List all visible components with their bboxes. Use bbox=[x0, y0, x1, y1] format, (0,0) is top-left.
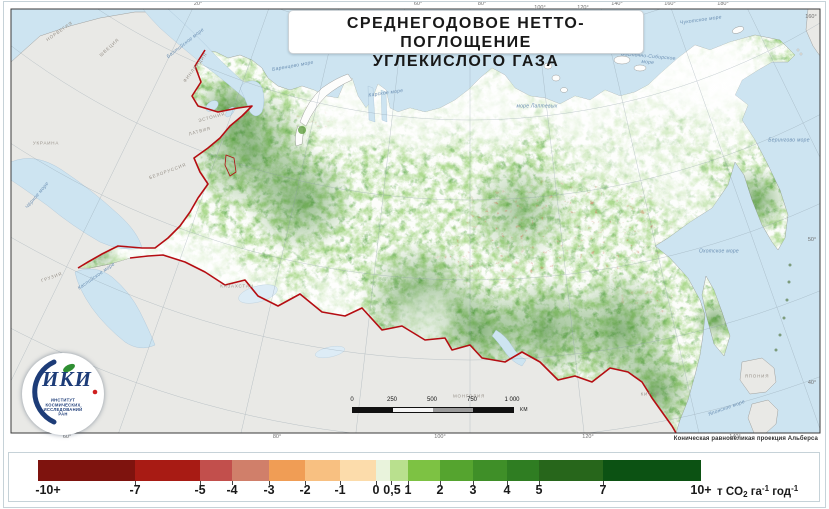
scale-bar-segment bbox=[393, 408, 433, 412]
legend-tick-label: 7 bbox=[599, 483, 607, 497]
logo-org-line: РАН bbox=[58, 412, 68, 417]
legend-color-segment bbox=[376, 460, 390, 481]
scale-bar-number: 0 bbox=[350, 397, 354, 403]
legend-color-segment bbox=[507, 460, 539, 481]
scale-bar: 0 250 500 750 1 000 КМ bbox=[350, 397, 540, 419]
logo-org-line: КОСМИЧЕСКИХ bbox=[45, 402, 81, 408]
legend-color-segment bbox=[305, 460, 340, 481]
leaf-stem-icon bbox=[63, 365, 75, 373]
legend-tick-label: 0 bbox=[372, 483, 380, 497]
legend-unit-part: -1 bbox=[791, 484, 799, 493]
legend-color-segment bbox=[440, 460, 473, 481]
legend-tick-label: 3 bbox=[469, 483, 477, 497]
legend-tick bbox=[539, 481, 540, 485]
leaf-icon bbox=[63, 363, 75, 373]
legend-color-segment bbox=[408, 460, 440, 481]
scale-bar-segment bbox=[433, 408, 473, 412]
map-title: СРЕДНЕГОДОВОЕ НЕТТО-ПОГЛОЩЕНИЕ УГЛЕКИСЛО… bbox=[288, 10, 644, 70]
logo-org-name: ИНСТИТУТ КОСМИЧЕСКИХ ИССЛЕДОВАНИЙ РАН bbox=[42, 398, 85, 417]
legend-color-segment bbox=[200, 460, 232, 481]
projection-note: Коническая равновеликая проекция Альберс… bbox=[673, 436, 818, 442]
legend-unit-part: га bbox=[747, 486, 762, 498]
legend-tick bbox=[507, 481, 508, 485]
legend-color-segment bbox=[473, 460, 507, 481]
legend-tick-label: 0,5 bbox=[383, 483, 401, 497]
red-dot-icon bbox=[92, 389, 98, 395]
legend-color-segment bbox=[390, 460, 408, 481]
logo-org-line: ИНСТИТУТ bbox=[50, 398, 76, 403]
legend-tick bbox=[603, 481, 604, 485]
legend-tick bbox=[473, 481, 474, 485]
scale-bar-number: 750 bbox=[466, 397, 478, 403]
legend-tick bbox=[440, 481, 441, 485]
scale-bar-segment bbox=[353, 408, 393, 412]
map-title-line1: СРЕДНЕГОДОВОЕ НЕТТО-ПОГЛОЩЕНИЕ bbox=[346, 15, 586, 51]
legend-color-segment bbox=[539, 460, 603, 481]
scale-bar-number: 1 000 bbox=[504, 397, 520, 403]
legend-tick-label: 10+ bbox=[690, 483, 712, 497]
scale-bar-segment bbox=[473, 408, 513, 412]
legend-unit-part: 2 bbox=[743, 490, 748, 499]
legend-color-segment bbox=[135, 460, 200, 481]
legend-colorbar bbox=[38, 460, 701, 481]
legend-tick bbox=[376, 481, 377, 485]
logo-org-line: ИССЛЕДОВАНИЙ bbox=[43, 407, 83, 413]
map-title-line2: УГЛЕКИСЛОГО ГАЗА bbox=[372, 53, 560, 70]
legend-tick-label: 4 bbox=[503, 483, 511, 497]
scale-bar-number: 250 bbox=[386, 397, 398, 403]
iki-logo-graphic bbox=[32, 359, 98, 425]
legend-panel: -10+ -7 -5 -4 -3 -2 -1 0 0,5 1 2 3 4 5 7 10+ т CO2 га-1… bbox=[8, 452, 820, 502]
legend-unit-part: т CO bbox=[717, 486, 744, 498]
legend-tick-label: -3 bbox=[263, 483, 275, 497]
legend-tick-label: 2 bbox=[436, 483, 444, 497]
scale-bar-rule bbox=[352, 407, 514, 413]
legend-color-segment bbox=[269, 460, 305, 481]
legend-color-segment bbox=[232, 460, 269, 481]
legend-tick-label: -7 bbox=[129, 483, 141, 497]
scale-bar-unit: КМ bbox=[520, 407, 529, 413]
legend-tick bbox=[340, 481, 341, 485]
legend-color-segment bbox=[340, 460, 376, 481]
logo-acronym: ИКИ bbox=[42, 367, 92, 391]
legend-color-segment bbox=[38, 460, 135, 481]
crescent-icon bbox=[32, 359, 57, 425]
legend-tick-label: -5 bbox=[194, 483, 206, 497]
legend-tick-label: -2 bbox=[299, 483, 311, 497]
legend-tick-label: -4 bbox=[226, 483, 238, 497]
scale-bar-number: 500 bbox=[426, 397, 438, 403]
legend-tick-label: 5 bbox=[535, 483, 543, 497]
legend-unit-part: год bbox=[769, 486, 792, 498]
legend-tick bbox=[269, 481, 270, 485]
legend-color-segment bbox=[603, 460, 701, 481]
legend-tick-label: -1 bbox=[334, 483, 346, 497]
legend-tick bbox=[135, 481, 136, 485]
legend-tick bbox=[408, 481, 409, 485]
legend-tick bbox=[200, 481, 201, 485]
legend-tick-label: 1 bbox=[404, 483, 412, 497]
legend-tick bbox=[391, 481, 392, 485]
iki-logo: ИКИ ИНСТИТУТ КОСМИЧЕСКИХ ИССЛЕДОВАНИЙ РАН bbox=[22, 353, 104, 435]
legend-unit-part: -1 bbox=[761, 484, 770, 493]
legend-tick-label: -10+ bbox=[35, 483, 61, 497]
legend-tick bbox=[232, 481, 233, 485]
legend-unit: т CO2 га-1 год-1 bbox=[717, 484, 798, 499]
legend-tick bbox=[305, 481, 306, 485]
